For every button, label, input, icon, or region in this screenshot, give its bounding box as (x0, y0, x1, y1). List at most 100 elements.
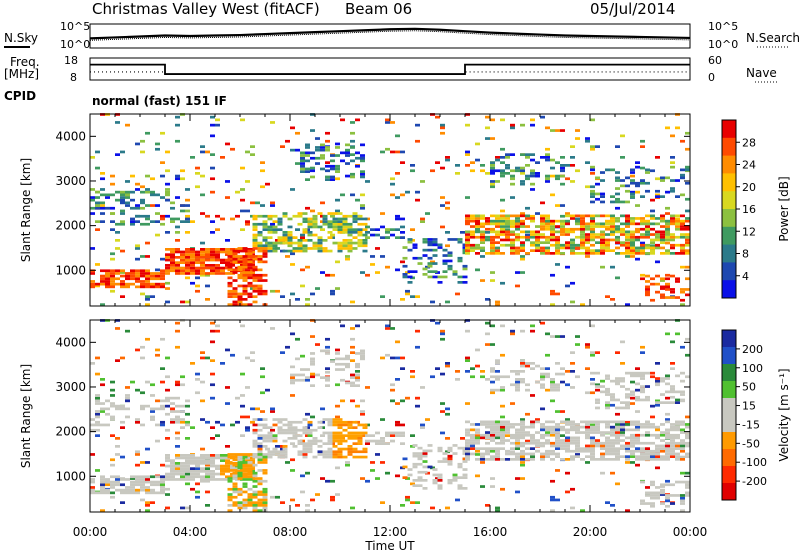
power-cell (600, 195, 605, 198)
power-cell (530, 233, 535, 236)
power-cell (317, 239, 323, 242)
velocity-cell (160, 488, 165, 492)
velocity-cell (545, 455, 550, 458)
velocity-ytick-label: 3000 (55, 380, 86, 394)
power-cell (565, 246, 570, 250)
power-cell (270, 222, 275, 226)
power-cell (410, 169, 415, 173)
power-cell (545, 249, 550, 252)
velocity-cell (350, 373, 355, 377)
power-cell (305, 178, 310, 181)
power-cell (685, 293, 690, 297)
velocity-cell (615, 441, 620, 445)
velocity-cell (115, 453, 120, 456)
velocity-cell (655, 458, 660, 461)
velocity-cell (252, 453, 258, 456)
velocity-cell (170, 464, 175, 468)
power-cell (380, 150, 385, 154)
velocity-cell (470, 428, 475, 432)
velocity-cell (515, 428, 520, 432)
power-cell (575, 137, 580, 140)
velocity-cell (100, 480, 105, 484)
velocity-cell (515, 458, 520, 461)
power-cell (327, 225, 333, 229)
power-cell (560, 156, 565, 159)
velocity-cell (675, 452, 680, 456)
power-cell (535, 212, 540, 215)
velocity-cell (655, 486, 660, 489)
velocity-cell (635, 410, 640, 413)
velocity-cell (480, 436, 485, 440)
velocity-cell (625, 509, 630, 512)
velocity-cell (290, 442, 295, 445)
power-cell (185, 209, 190, 213)
velocity-cell (357, 431, 363, 435)
velocity-cell (437, 446, 443, 450)
velocity-cell (437, 473, 443, 477)
power-cell (250, 145, 255, 148)
velocity-cell (135, 453, 140, 456)
velocity-cell (445, 437, 450, 440)
velocity-cell (390, 327, 395, 330)
freq-series-line (90, 63, 690, 75)
velocity-cell (470, 439, 475, 442)
power-cell (650, 198, 655, 202)
power-cell (297, 239, 303, 242)
power-cell (330, 159, 335, 163)
velocity-cell (640, 377, 645, 380)
velocity-cell (575, 423, 580, 426)
power-cell (292, 236, 298, 239)
power-cell (180, 204, 185, 207)
power-cell (590, 195, 595, 198)
velocity-cell (385, 434, 390, 437)
velocity-cell (590, 436, 595, 440)
power-cell (520, 241, 525, 244)
velocity-cell (625, 458, 630, 461)
power-cell (340, 118, 345, 122)
power-cell (357, 239, 363, 242)
power-cell (660, 214, 665, 218)
power-cell (650, 227, 655, 231)
velocity-cell (375, 453, 380, 456)
velocity-cell (665, 455, 670, 458)
power-cell (262, 225, 268, 229)
velocity-cell (237, 506, 243, 510)
power-cell (610, 195, 615, 198)
power-cell (625, 176, 630, 180)
power-cell (237, 273, 243, 277)
power-cell (625, 189, 630, 193)
power-cell (322, 220, 328, 223)
power-cell (242, 287, 248, 290)
velocity-cell (555, 383, 560, 387)
velocity-cell (170, 478, 175, 481)
power-ytick-label: 2000 (55, 219, 86, 233)
velocity-cell (165, 412, 170, 416)
velocity-cell (665, 418, 670, 421)
velocity-cell (615, 436, 620, 440)
velocity-cell (150, 410, 155, 413)
power-cell (270, 289, 275, 293)
velocity-cell (610, 439, 615, 442)
power-cell (350, 121, 355, 124)
power-cell (312, 222, 318, 226)
power-cell (145, 282, 150, 286)
power-cell (312, 214, 318, 218)
velocity-cell (625, 406, 630, 410)
velocity-cell (630, 455, 635, 458)
power-cell (307, 220, 313, 223)
power-cell (325, 148, 330, 152)
velocity-cell (357, 437, 363, 440)
power-cell (305, 167, 310, 171)
power-cell (470, 214, 475, 218)
velocity-cell (262, 445, 268, 448)
velocity-cell (475, 439, 480, 442)
power-cell (615, 235, 620, 239)
power-cell (495, 303, 500, 306)
power-cell (620, 241, 625, 244)
velocity-cell (620, 362, 625, 365)
velocity-cell (275, 495, 280, 499)
power-cell (605, 227, 610, 231)
power-cell (445, 206, 450, 210)
power-cell (590, 217, 595, 220)
velocity-cell (257, 423, 263, 427)
